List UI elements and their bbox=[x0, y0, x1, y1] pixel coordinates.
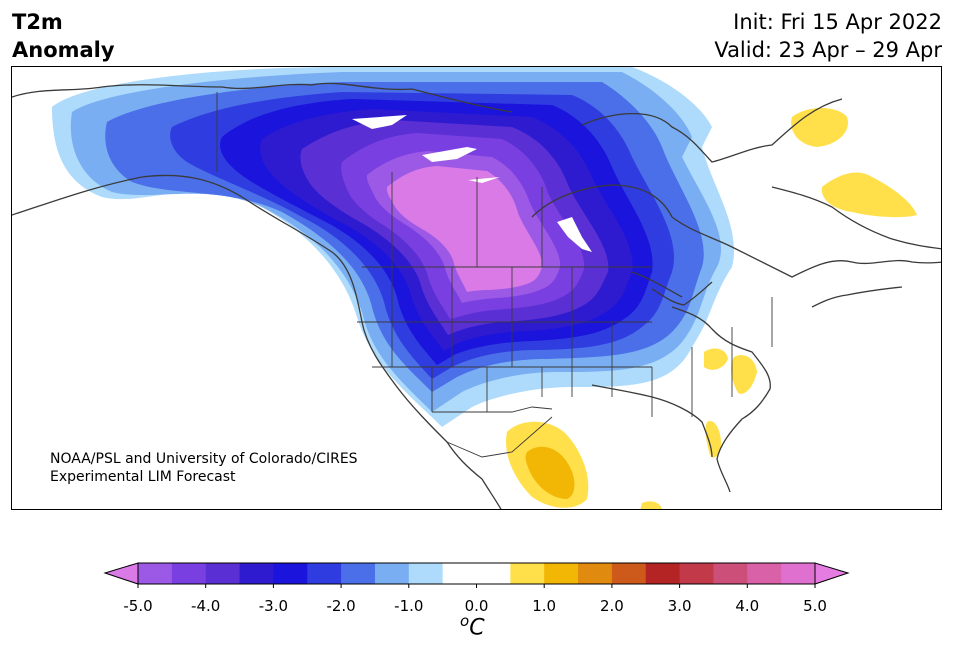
forecast-credit: NOAA/PSL and University of Colorado/CIRE… bbox=[50, 450, 358, 486]
colorbar-segment bbox=[374, 563, 410, 584]
init-date: Init: Fri 15 Apr 2022 bbox=[733, 10, 942, 34]
warm-mexico-core bbox=[525, 446, 575, 499]
colorbar bbox=[103, 562, 850, 588]
warm-anomaly-contours bbox=[506, 108, 917, 509]
colorbar-tick-label: -2.0 bbox=[326, 597, 356, 615]
colorbar-segment bbox=[408, 563, 444, 584]
colorbar-segment bbox=[138, 563, 173, 584]
colorbar-under-arrow bbox=[103, 562, 139, 585]
lake-1 bbox=[352, 115, 407, 129]
forecast-dates: Init: Fri 15 Apr 2022 Valid: 23 Apr – 29… bbox=[714, 8, 942, 64]
colorbar-segment bbox=[645, 563, 681, 584]
colorbar-tick-label: -4.0 bbox=[191, 597, 221, 615]
warm-labrador bbox=[791, 108, 848, 147]
warm-southeast-2 bbox=[731, 354, 757, 394]
credit-line1: NOAA/PSL and University of Colorado/CIRE… bbox=[50, 451, 358, 467]
colorbar-segment bbox=[510, 563, 545, 584]
anomaly-map: NOAA/PSL and University of Colorado/CIRE… bbox=[11, 66, 942, 510]
colorbar-tick-label: -3.0 bbox=[258, 597, 289, 615]
colorbar-segment bbox=[171, 563, 207, 584]
contour-minus-5-0 bbox=[386, 166, 543, 292]
lake-4 bbox=[557, 217, 592, 252]
credit-line2: Experimental LIM Forecast bbox=[50, 469, 236, 485]
colorbar-ticks bbox=[137, 584, 816, 588]
colorbar-segment bbox=[341, 563, 376, 584]
colorbar-segment bbox=[713, 563, 748, 584]
colorbar-tick-label: 1.0 bbox=[532, 597, 557, 615]
colorbar-segment bbox=[781, 563, 816, 584]
colorbar-tick-label: 0.0 bbox=[464, 597, 489, 615]
colorbar-segment bbox=[273, 563, 308, 584]
colorbar-tick-label: 5.0 bbox=[803, 597, 827, 615]
coastlines bbox=[12, 82, 941, 509]
colorbar-segment bbox=[476, 563, 511, 584]
colorbar-segment bbox=[442, 563, 477, 584]
title-variable: T2m bbox=[12, 10, 63, 34]
cold-anomaly-contours bbox=[52, 67, 735, 427]
colorbar-segment bbox=[205, 563, 241, 584]
unit-superscript: o bbox=[460, 612, 470, 630]
colorbar-over-arrow bbox=[814, 562, 850, 585]
lake-2 bbox=[422, 147, 477, 162]
warm-florida bbox=[705, 421, 722, 458]
colorbar-unit: oC bbox=[460, 612, 485, 640]
colorbar-segment bbox=[239, 563, 274, 584]
title-quantity: Anomaly bbox=[12, 38, 115, 62]
valid-date: Valid: 23 Apr – 29 Apr bbox=[714, 38, 942, 62]
colorbar-tick-label: 4.0 bbox=[735, 597, 760, 615]
colorbar-tick-label: 2.0 bbox=[599, 597, 624, 615]
colorbar-segment bbox=[611, 563, 647, 584]
colorbar-segment bbox=[679, 563, 714, 584]
colorbar-tick-label: -5.0 bbox=[123, 597, 153, 615]
warm-southeast-1 bbox=[704, 348, 728, 370]
colorbar-tick-label: 3.0 bbox=[667, 597, 692, 615]
colorbar-segment bbox=[544, 563, 579, 584]
map-canvas bbox=[12, 67, 941, 509]
warm-quebec bbox=[821, 172, 917, 218]
colorbar-tick-label: -1.0 bbox=[394, 597, 424, 615]
unit-base: C bbox=[469, 615, 485, 641]
map-title: T2m Anomaly bbox=[12, 8, 115, 64]
political-borders bbox=[216, 92, 773, 458]
lake-3 bbox=[468, 177, 500, 183]
warm-yucatan bbox=[640, 501, 662, 509]
colorbar-segment bbox=[578, 563, 613, 584]
colorbar-segment bbox=[747, 563, 782, 584]
colorbar-segment bbox=[307, 563, 342, 584]
colorbar-segments bbox=[138, 563, 816, 584]
